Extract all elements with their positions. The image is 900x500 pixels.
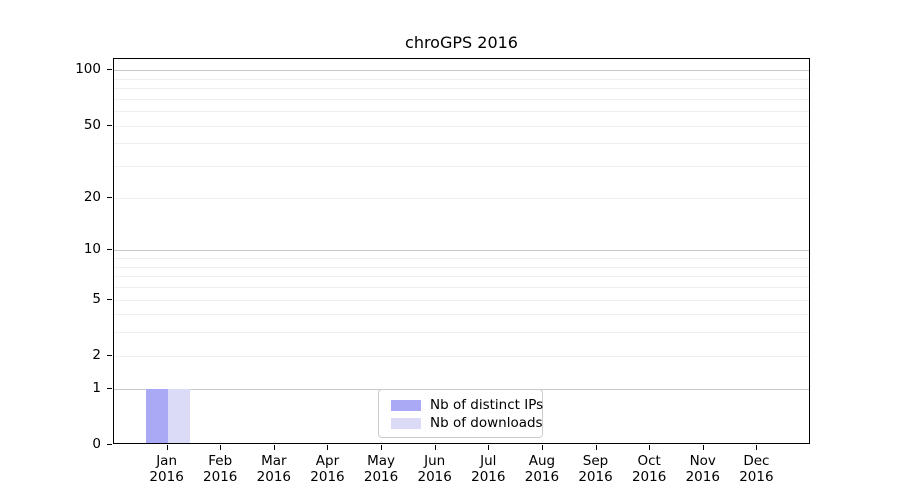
x-tick-label-apr: Apr 2016 — [287, 453, 367, 485]
plot-area — [113, 58, 810, 444]
bar-nb-of-distinct-ips — [145, 388, 168, 443]
y-tick-mark — [107, 354, 112, 356]
chart-title: chroGPS 2016 — [405, 33, 518, 52]
x-tick-month: May — [367, 453, 396, 469]
gridline-minor — [114, 98, 809, 100]
x-tick-month: Jul — [480, 453, 497, 469]
legend-row: Nb of downloads — [391, 414, 543, 432]
x-tick-mark — [434, 445, 436, 450]
x-tick-mark — [541, 445, 543, 450]
y-tick-mark — [107, 196, 112, 198]
x-tick-month: Nov — [689, 453, 716, 469]
x-tick-year: 2016 — [149, 469, 184, 485]
x-tick-year: 2016 — [310, 469, 345, 485]
x-tick-label-nov: Nov 2016 — [663, 453, 743, 485]
x-tick-label-dec: Dec 2016 — [716, 453, 796, 485]
x-tick-year: 2016 — [524, 469, 560, 485]
gridline-major — [114, 70, 809, 72]
gridline-minor — [114, 314, 809, 316]
x-tick-month: Jan — [156, 453, 178, 469]
y-tick-label-10: 10 — [83, 241, 101, 258]
x-tick-mark — [756, 445, 758, 450]
x-tick-year: 2016 — [685, 469, 720, 485]
distinct-ips-swatch-icon — [391, 399, 421, 411]
x-tick-month: Apr — [315, 453, 340, 469]
gridline-minor — [114, 332, 809, 334]
gridline-minor — [114, 299, 809, 301]
x-tick-month: Feb — [208, 453, 233, 469]
legend-label-downloads: Nb of downloads — [430, 415, 543, 431]
x-tick-month: Mar — [261, 453, 287, 469]
x-tick-month: Oct — [637, 453, 661, 469]
x-tick-label-jul: Jul 2016 — [448, 453, 528, 485]
x-tick-mark — [273, 445, 275, 450]
x-tick-label-aug: Aug 2016 — [502, 453, 582, 485]
x-tick-label-may: May 2016 — [341, 453, 421, 485]
legend-label-distinct-ips: Nb of distinct IPs — [430, 397, 544, 413]
x-tick-mark — [327, 445, 329, 450]
downloads-swatch-icon — [391, 417, 421, 429]
legend-row: Nb of distinct IPs — [391, 396, 543, 414]
x-tick-label-sep: Sep 2016 — [556, 453, 636, 485]
x-tick-label-mar: Mar 2016 — [234, 453, 314, 485]
y-tick-label-20: 20 — [83, 188, 101, 205]
gridline-minor — [114, 355, 809, 357]
x-tick-mark — [649, 445, 651, 450]
y-tick-mark — [107, 69, 112, 71]
y-tick-label-1: 1 — [92, 379, 101, 396]
x-tick-year: 2016 — [363, 469, 399, 485]
y-tick-label-5: 5 — [92, 290, 101, 307]
gridline-minor — [114, 111, 809, 113]
gridline-minor — [114, 286, 809, 288]
x-tick-label-jun: Jun 2016 — [395, 453, 475, 485]
gridline-minor — [114, 258, 809, 260]
gridline-major — [114, 250, 809, 252]
x-tick-mark — [381, 445, 383, 450]
x-tick-label-feb: Feb 2016 — [180, 453, 260, 485]
x-tick-label-jan: Jan 2016 — [127, 453, 207, 485]
x-tick-mark — [166, 445, 168, 450]
x-tick-year: 2016 — [578, 469, 613, 485]
x-tick-month: Jun — [424, 453, 446, 469]
x-tick-mark — [595, 445, 597, 450]
x-tick-month: Aug — [528, 453, 556, 469]
gridline-minor — [114, 78, 809, 80]
gridline-minor — [114, 276, 809, 278]
y-tick-label-0: 0 — [92, 436, 101, 452]
gridline-minor — [114, 197, 809, 199]
x-tick-mark — [220, 445, 222, 450]
x-tick-mark — [488, 445, 490, 450]
y-tick-mark — [107, 249, 112, 251]
y-tick-label-100: 100 — [75, 61, 101, 78]
y-tick-mark — [107, 298, 112, 300]
x-tick-year: 2016 — [739, 469, 774, 485]
x-tick-year: 2016 — [256, 469, 292, 485]
x-tick-year: 2016 — [631, 469, 667, 485]
x-tick-label-oct: Oct 2016 — [609, 453, 689, 485]
bar-nb-of-downloads — [167, 388, 190, 443]
gridline-minor — [114, 88, 809, 90]
gridline-minor — [114, 166, 809, 168]
x-tick-month: Dec — [743, 453, 770, 469]
y-tick-mark — [107, 444, 112, 445]
x-tick-month: Sep — [582, 453, 609, 469]
gridline-minor — [114, 266, 809, 268]
y-tick-label-2: 2 — [92, 346, 101, 363]
x-tick-year: 2016 — [471, 469, 506, 485]
gridline-minor — [114, 125, 809, 127]
gridline-minor — [114, 143, 809, 145]
x-tick-year: 2016 — [417, 469, 452, 485]
y-tick-mark — [107, 124, 112, 126]
y-tick-label-50: 50 — [83, 116, 101, 133]
x-tick-year: 2016 — [203, 469, 238, 485]
legend: Nb of distinct IPs Nb of downloads — [378, 389, 543, 438]
x-tick-mark — [702, 445, 704, 450]
y-tick-mark — [107, 387, 112, 389]
